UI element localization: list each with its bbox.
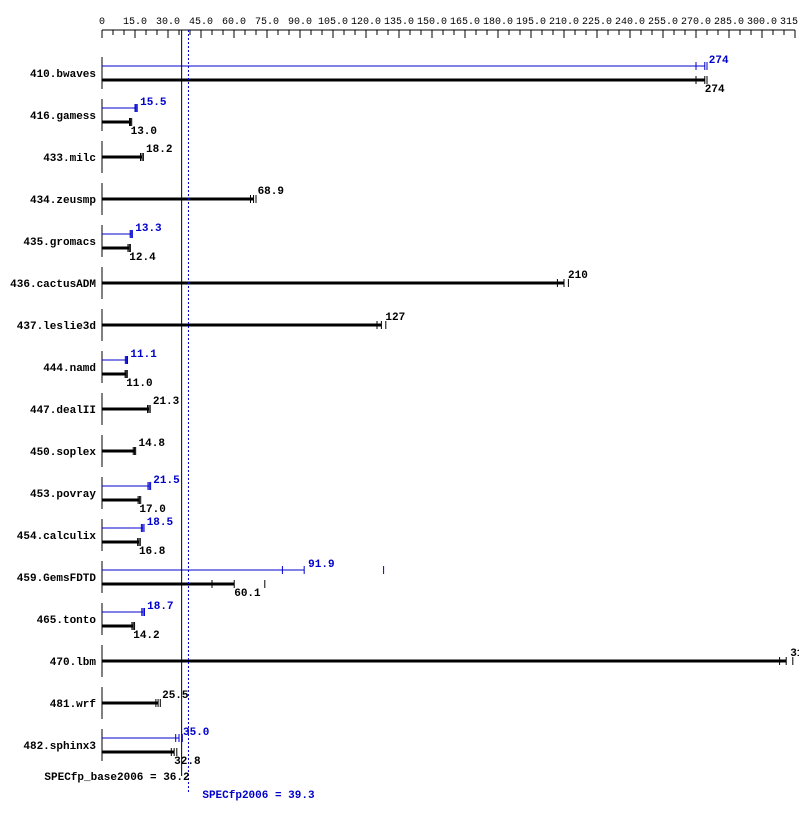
benchmark-label: 436.cactusADM (10, 279, 96, 291)
axis-tick-label: 135.0 (384, 17, 414, 28)
benchmark-label: 435.gromacs (23, 237, 96, 249)
spec-chart: 0 15.0 30.0 45.0 60.0 75.0 90.0 105.0120.0135.0… (0, 0, 799, 831)
benchmark-label: 459.GemsFDTD (17, 573, 97, 585)
axis-tick-label: 210.0 (549, 17, 579, 28)
base-value-label: 13.0 (131, 126, 157, 138)
axis-tick-label: 60.0 (222, 17, 246, 28)
benchmark-label: 447.dealII (30, 405, 96, 417)
benchmark-label: 454.calculix (17, 531, 97, 543)
footer-peak-label: SPECfp2006 = 39.3 (202, 790, 315, 802)
peak-value-label: 13.3 (135, 223, 162, 235)
axis-tick-label: 30.0 (156, 17, 180, 28)
axis-tick-label: 75.0 (255, 17, 279, 28)
base-value-label: 210 (568, 270, 588, 282)
axis-tick-label: 90.0 (288, 17, 312, 28)
peak-value-label: 15.5 (140, 97, 167, 109)
base-value-label: 16.8 (139, 546, 166, 558)
axis-tick-label: 195.0 (516, 17, 546, 28)
benchmark-label: 437.leslie3d (17, 321, 96, 333)
footer-base-label: SPECfp_base2006 = 36.2 (44, 772, 189, 784)
peak-value-label: 18.7 (147, 601, 173, 613)
axis-tick-label: 105.0 (318, 17, 348, 28)
benchmark-label: 450.soplex (30, 447, 96, 459)
base-value-label: 274 (705, 84, 725, 96)
benchmark-label: 470.lbm (50, 657, 97, 669)
base-value-label: 25.5 (162, 690, 189, 702)
base-value-label: 68.9 (258, 186, 284, 198)
axis-tick-label: 285.0 (714, 17, 744, 28)
axis-tick-label: 180.0 (483, 17, 513, 28)
peak-value-label: 21.5 (153, 475, 180, 487)
axis-tick-label: 225.0 (582, 17, 612, 28)
axis-tick-label: 300.0 (747, 17, 777, 28)
base-value-label: 21.3 (153, 396, 180, 408)
base-value-label: 32.8 (174, 756, 201, 768)
peak-value-label: 91.9 (308, 559, 334, 571)
axis-tick-label: 45.0 (189, 17, 213, 28)
base-value-label: 311 (790, 648, 799, 660)
base-value-label: 12.4 (129, 252, 156, 264)
axis-tick-label: 315.0 (780, 17, 799, 28)
base-value-label: 60.1 (234, 588, 261, 600)
base-value-label: 127 (385, 312, 405, 324)
axis-tick-label: 150.0 (417, 17, 447, 28)
benchmark-label: 465.tonto (37, 615, 97, 627)
axis-tick-label: 270.0 (681, 17, 711, 28)
peak-value-label: 18.5 (147, 517, 174, 529)
benchmark-label: 482.sphinx3 (23, 741, 96, 753)
axis-tick-label: 15.0 (123, 17, 147, 28)
benchmark-label: 416.gamess (30, 111, 96, 123)
base-value-label: 17.0 (139, 504, 165, 516)
benchmark-label: 444.namd (43, 363, 96, 375)
base-value-label: 11.0 (126, 378, 152, 390)
chart-svg: 0 15.0 30.0 45.0 60.0 75.0 90.0 105.0120.0135.0… (0, 0, 799, 831)
axis-tick-label: 120.0 (351, 17, 381, 28)
axis-tick-label: 255.0 (648, 17, 678, 28)
benchmark-label: 453.povray (30, 489, 96, 501)
peak-value-label: 35.0 (183, 727, 209, 739)
axis-tick-label: 0 (99, 17, 105, 28)
benchmark-label: 410.bwaves (30, 69, 96, 81)
axis-tick-label: 240.0 (615, 17, 645, 28)
axis-tick-label: 165.0 (450, 17, 480, 28)
base-value-label: 18.2 (146, 144, 172, 156)
peak-value-label: 11.1 (130, 349, 157, 361)
peak-value-label: 274 (709, 55, 729, 67)
benchmark-label: 434.zeusmp (30, 195, 96, 207)
benchmark-label: 481.wrf (50, 699, 97, 711)
benchmark-label: 433.milc (43, 153, 96, 165)
base-value-label: 14.8 (139, 438, 166, 450)
base-value-label: 14.2 (133, 630, 159, 642)
